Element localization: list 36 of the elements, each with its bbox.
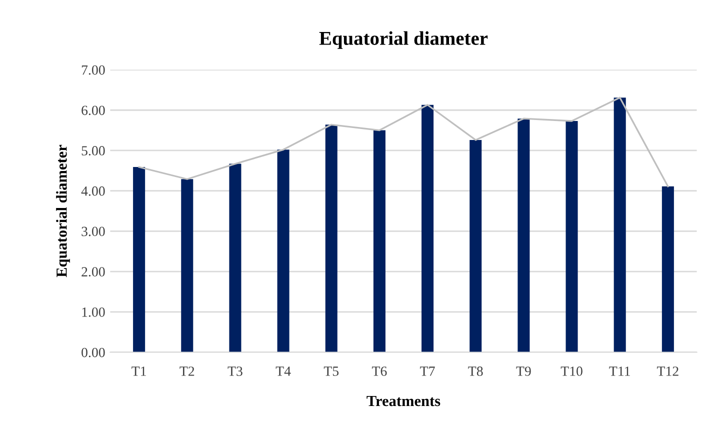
x-axis-title: Treatments — [366, 396, 440, 406]
y-tick-label: 0.00 — [82, 348, 105, 358]
x-tick-label: T10 — [560, 366, 582, 376]
x-tick-label: T4 — [276, 366, 291, 376]
bar — [518, 118, 530, 352]
bar — [229, 164, 242, 352]
bar — [277, 150, 290, 352]
bar — [470, 140, 482, 352]
bar — [614, 98, 626, 352]
bar — [373, 130, 386, 352]
x-tick-label: T8 — [468, 366, 483, 376]
y-tick-label: 5.00 — [82, 146, 105, 156]
y-tick-label: 3.00 — [82, 226, 105, 236]
x-tick-label: T7 — [420, 366, 435, 376]
x-tick-label: T2 — [180, 366, 194, 376]
x-tick-label: T1 — [132, 366, 146, 376]
bar — [566, 121, 578, 352]
y-tick-label: 1.00 — [82, 307, 105, 317]
x-tick-label: T5 — [324, 366, 339, 376]
bar — [133, 167, 146, 352]
y-tick-label: 4.00 — [81, 186, 105, 196]
y-tick-label: 2.00 — [82, 267, 105, 277]
y-axis-title: Equatorial diameter — [56, 144, 70, 278]
x-tick-label: T12 — [657, 366, 678, 376]
line-series — [138, 96, 669, 188]
y-tick-label: 6.00 — [82, 106, 105, 116]
x-tick-label: T3 — [228, 366, 242, 376]
chart-title: Equatorial diameter — [319, 31, 488, 49]
x-tick-label: T11 — [609, 366, 630, 376]
x-tick-label: T9 — [516, 366, 531, 376]
bar — [325, 124, 338, 352]
bar — [422, 104, 434, 352]
bar — [662, 186, 674, 352]
y-tick-label: 7.00 — [82, 65, 105, 75]
bar — [181, 179, 194, 352]
x-tick-label: T6 — [372, 366, 387, 376]
